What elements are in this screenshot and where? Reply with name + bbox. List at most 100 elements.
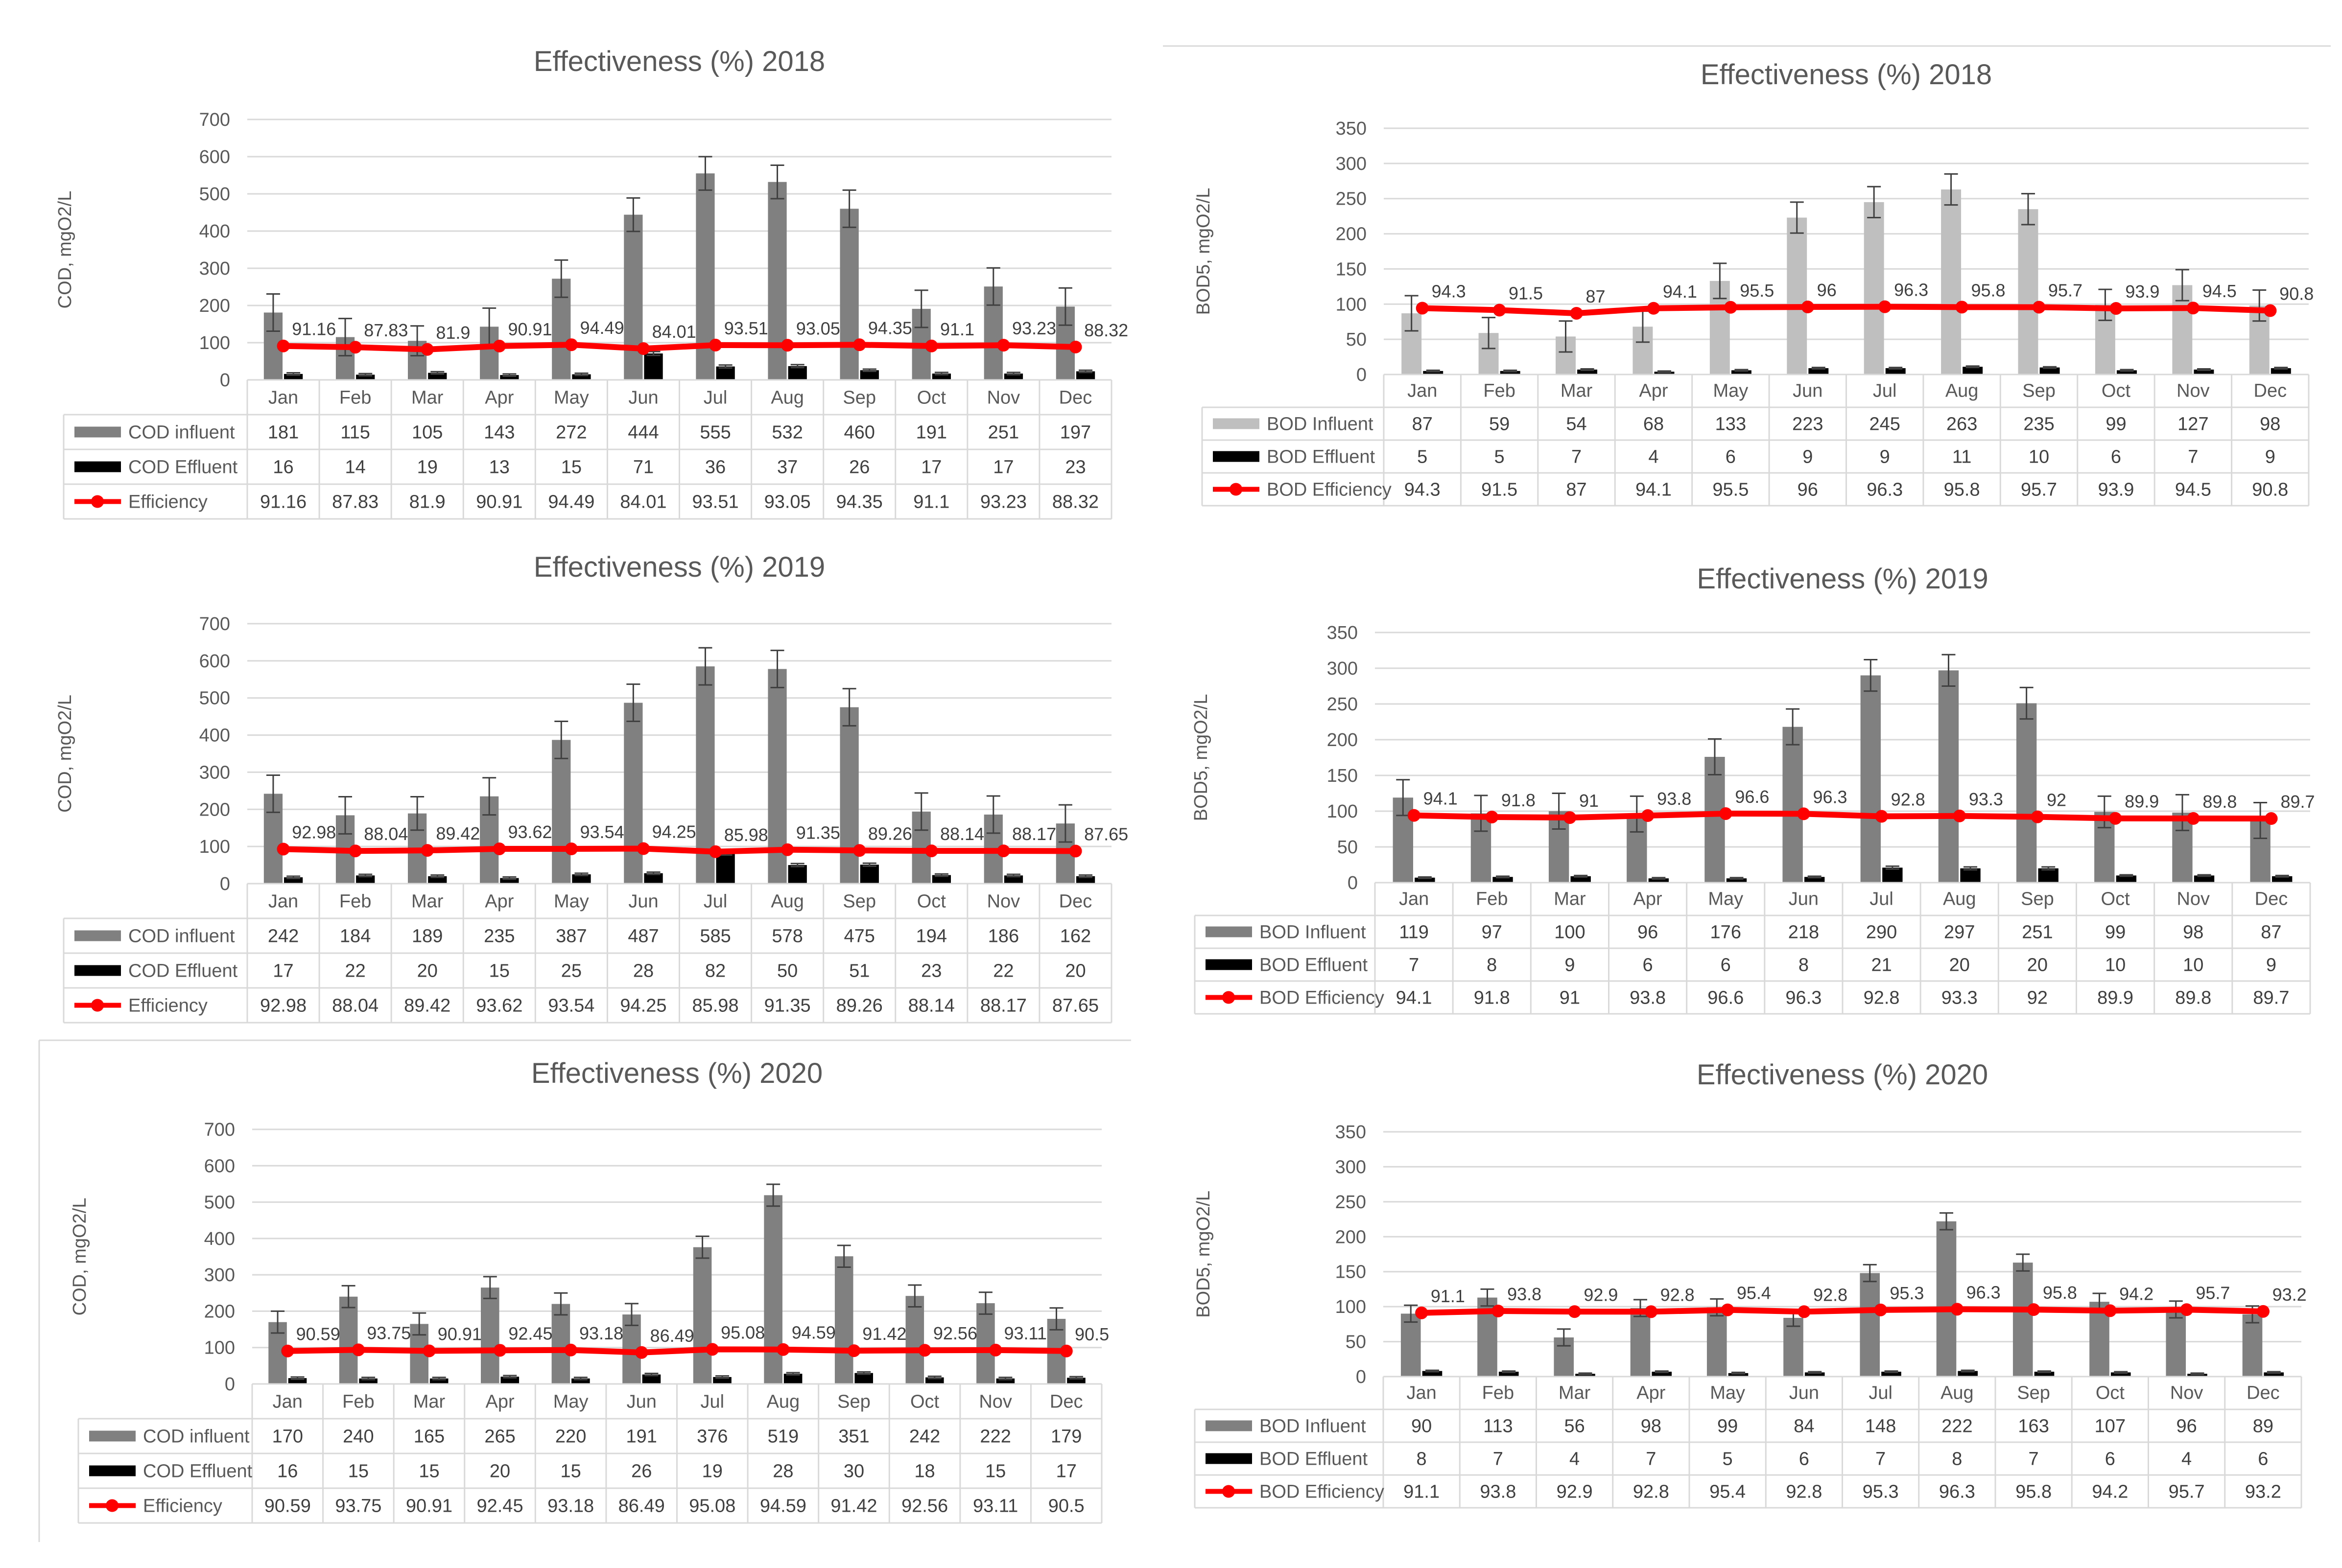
table-cell: 220 (555, 1427, 586, 1447)
error-bar (1559, 320, 1573, 353)
efficiency-data-label: 95.4 (1737, 1283, 1771, 1303)
bar-effluent (288, 1378, 307, 1384)
table-cell: 15 (419, 1461, 439, 1482)
efficiency-data-label: 92.9 (1584, 1285, 1618, 1305)
table-cell: 92.8 (1633, 1482, 1669, 1502)
chart-title: Effectiveness (%) 2019 (1697, 563, 1988, 595)
error-bar (2175, 269, 2189, 302)
x-tick-label: Jan (1399, 889, 1429, 910)
x-tick-label: Feb (339, 891, 371, 912)
table-cell: 94.1 (1635, 480, 1672, 500)
bar-influent (2242, 1314, 2263, 1377)
efficiency-data-label: 94.49 (580, 318, 624, 338)
table-cell: 191 (916, 422, 947, 443)
chart-panel-2: Effectiveness (%) 2018 BOD5, mgO2/L 0 50 100… (1193, 59, 2314, 507)
efficiency-point (349, 341, 362, 354)
error-bar (914, 289, 928, 328)
efficiency-point (564, 1343, 577, 1357)
table-cell: 6 (2258, 1449, 2268, 1470)
error-bar (412, 1312, 426, 1336)
error-bar (790, 863, 804, 867)
efficiency-point (1060, 1344, 1073, 1357)
legend-entry: Efficiency (143, 1496, 222, 1517)
error-bar (1079, 874, 1093, 878)
table-cell: 133 (1715, 414, 1746, 435)
x-tick-label: Sep (2021, 889, 2054, 910)
y-tick-label: 300 (199, 258, 230, 279)
error-bar (338, 796, 353, 835)
error-bar (1079, 369, 1093, 374)
error-bar (432, 1377, 446, 1381)
error-bar (2019, 686, 2034, 720)
error-bar (2098, 288, 2112, 321)
table-cell: 8 (1417, 1449, 1427, 1470)
table-cell: 28 (633, 961, 654, 982)
y-axis-label: COD, mgO2/L (70, 1198, 90, 1316)
legend-entry: BOD Efficiency (1259, 988, 1384, 1008)
table-cell: 223 (1792, 414, 1823, 435)
table-cell: 30 (844, 1461, 864, 1482)
bar-effluent (1422, 1371, 1443, 1377)
error-bar (1502, 1370, 1516, 1373)
error-bar (934, 873, 948, 877)
efficiency-point (493, 842, 506, 855)
x-tick-label: Sep (2017, 1383, 2050, 1404)
table-cell: 68 (1643, 414, 1664, 435)
bar-effluent (1808, 368, 1829, 374)
x-tick-label: Aug (771, 891, 804, 912)
table-cell: 90.5 (1048, 1496, 1085, 1517)
error-bar (1552, 793, 1566, 830)
efficiency-data-label: 96.3 (1813, 787, 1847, 807)
table-cell: 7 (2188, 447, 2198, 468)
table-cell: 8 (1487, 955, 1497, 976)
table-cell: 519 (768, 1427, 799, 1447)
table-cell: 87 (1566, 480, 1586, 500)
bar-effluent (2034, 1372, 2055, 1377)
table-cell: 87.83 (332, 492, 379, 513)
legend-key (1213, 451, 1259, 462)
table-cell: 93.54 (548, 996, 594, 1016)
table-cell: 191 (626, 1427, 657, 1447)
x-tick-label: Aug (767, 1391, 800, 1412)
bar-influent (551, 1304, 570, 1384)
y-tick-label: 50 (1346, 1332, 1366, 1353)
efficiency-point (2256, 1305, 2270, 1318)
efficiency-data-label: 91.1 (1431, 1286, 1465, 1306)
error-bar (290, 1376, 305, 1380)
table-cell: 88.32 (1052, 492, 1099, 513)
table-cell: 95.3 (1863, 1482, 1899, 1502)
efficiency-point (1721, 1303, 1734, 1316)
error-bar (1944, 173, 1958, 206)
error-bar (266, 293, 280, 332)
legend-entry: BOD Influent (1267, 414, 1373, 435)
error-bar (1058, 287, 1072, 326)
table-cell: 17 (921, 457, 942, 478)
x-tick-label: Dec (2247, 1383, 2280, 1404)
y-tick-label: 150 (1336, 259, 1367, 280)
bar-influent (624, 214, 643, 380)
table-cell: 91.42 (830, 1496, 877, 1517)
x-tick-label: Aug (771, 387, 804, 408)
error-bar (1503, 369, 1517, 373)
x-tick-label: Sep (837, 1391, 871, 1412)
efficiency-point (2104, 1304, 2117, 1317)
bar-influent (840, 209, 859, 380)
error-bar (1790, 201, 1804, 234)
error-bar (2190, 1372, 2204, 1376)
error-bar (695, 1235, 710, 1259)
error-bar (1652, 877, 1666, 880)
x-tick-label: May (554, 891, 589, 912)
table-cell: 240 (343, 1427, 374, 1447)
x-tick-label: Nov (979, 1391, 1012, 1412)
x-tick-label: Nov (2176, 381, 2210, 401)
legend-key (1206, 959, 1252, 970)
table-cell: 460 (844, 422, 875, 443)
bar-influent (1400, 1313, 1421, 1377)
x-tick-label: May (1708, 889, 1743, 910)
table-cell: 15 (489, 961, 510, 982)
table-cell: 96 (2176, 1416, 2197, 1437)
error-bar (554, 721, 568, 759)
bar-effluent (2264, 1372, 2284, 1377)
error-bar (503, 1375, 517, 1379)
